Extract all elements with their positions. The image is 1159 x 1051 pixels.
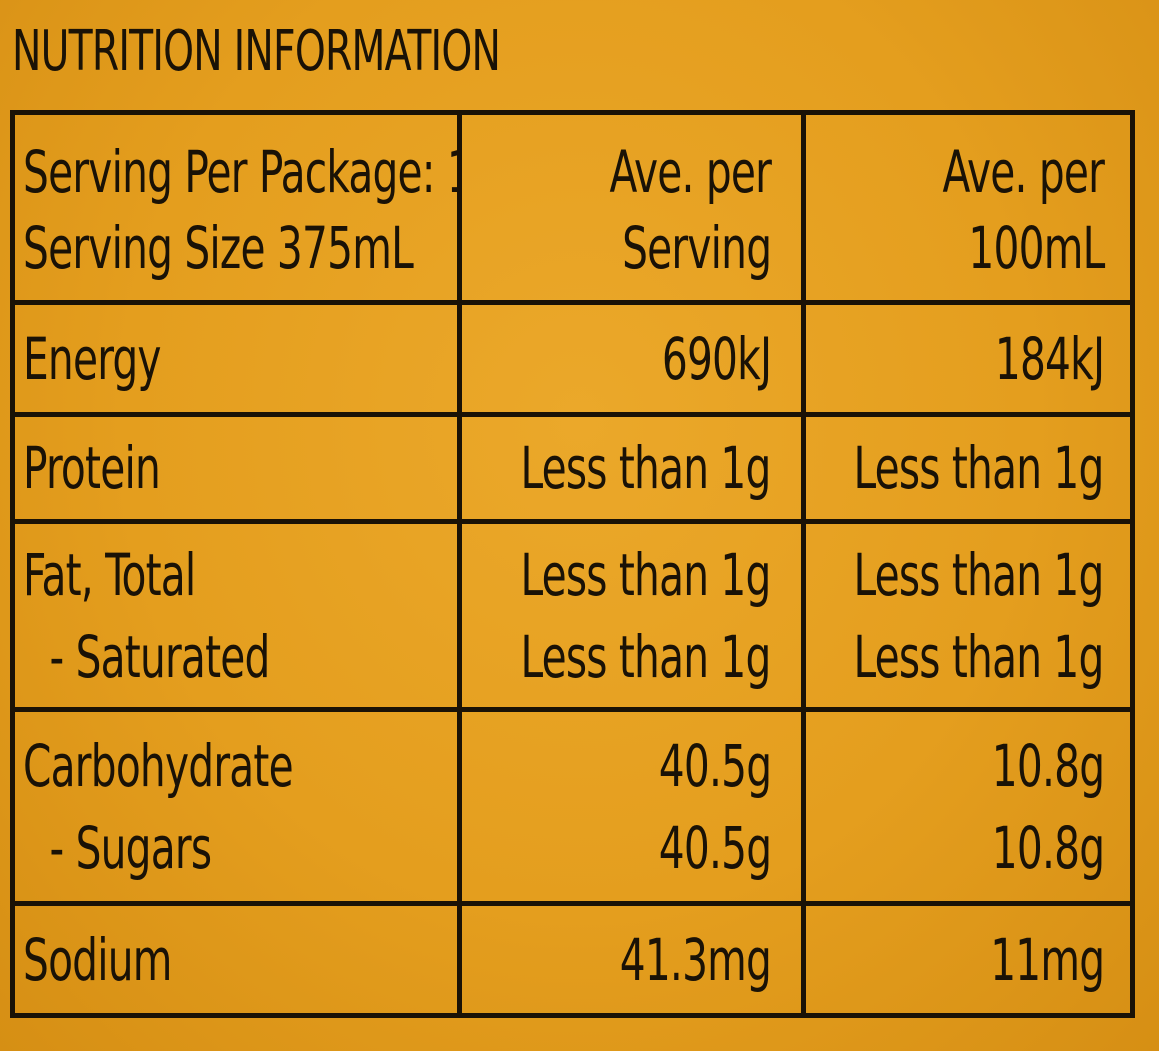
row-divider	[15, 300, 1130, 305]
sugars-per-serving: 40.5g	[658, 813, 771, 882]
row-label: Sodium	[23, 925, 172, 994]
fat-label-cell: Fat, Total - Saturated	[15, 524, 457, 707]
row-divider	[15, 707, 1130, 712]
column-divider	[457, 115, 462, 1013]
saturated-per-100ml: Less than 1g	[853, 622, 1105, 691]
protein-label-cell: Protein	[15, 417, 457, 519]
serving-info-cell: Serving Per Package: 1 Serving Size 375m…	[15, 120, 457, 300]
carbohydrate-per-serving: 40.5g	[658, 731, 771, 800]
header-text: Serving	[621, 214, 772, 282]
row-sublabel: - Sugars	[49, 813, 213, 882]
column-header-per-serving: Ave. per Serving	[462, 120, 801, 300]
protein-per-serving: Less than 1g	[520, 434, 772, 502]
row-label: Fat, Total	[23, 540, 196, 609]
fat-per-serving-cell: Less than 1g Less than 1g	[462, 524, 801, 707]
row-sublabel: - Saturated	[49, 622, 271, 691]
carbohydrate-per-100ml-cell: 10.8g 10.8g	[806, 712, 1130, 901]
row-divider	[15, 412, 1130, 417]
energy-per-serving-cell: 690kJ	[462, 305, 801, 412]
fat-per-100ml-cell: Less than 1g Less than 1g	[806, 524, 1130, 707]
nutrition-table: Serving Per Package: 1 Serving Size 375m…	[10, 110, 1135, 1018]
row-label: Energy	[23, 324, 162, 393]
sodium-per-serving: 41.3mg	[619, 925, 772, 994]
row-divider	[15, 901, 1130, 906]
row-divider	[15, 519, 1130, 524]
header-text: Ave. per	[609, 138, 771, 206]
carbohydrate-label-cell: Carbohydrate - Sugars	[15, 712, 457, 901]
sodium-per-100ml: 11mg	[989, 925, 1105, 994]
energy-label-cell: Energy	[15, 305, 457, 412]
protein-per-100ml: Less than 1g	[853, 434, 1105, 502]
sodium-per-serving-cell: 41.3mg	[462, 906, 801, 1013]
serving-size: Serving Size 375mL	[23, 214, 414, 282]
fat-total-per-100ml: Less than 1g	[853, 540, 1105, 609]
row-label: Carbohydrate	[23, 731, 294, 800]
fat-total-per-serving: Less than 1g	[520, 540, 772, 609]
energy-per-100ml-cell: 184kJ	[806, 305, 1130, 412]
servings-per-package: Serving Per Package: 1	[23, 138, 457, 206]
protein-per-100ml-cell: Less than 1g	[806, 417, 1130, 519]
energy-per-100ml: 184kJ	[994, 324, 1105, 393]
sodium-label-cell: Sodium	[15, 906, 457, 1013]
energy-per-serving: 690kJ	[661, 324, 772, 393]
carbohydrate-per-serving-cell: 40.5g 40.5g	[462, 712, 801, 901]
column-header-per-100ml: Ave. per 100mL	[806, 120, 1130, 300]
sodium-per-100ml-cell: 11mg	[806, 906, 1130, 1013]
panel-title: NUTRITION INFORMATION	[12, 19, 501, 84]
sugars-per-100ml: 10.8g	[991, 813, 1104, 882]
header-text: 100mL	[967, 214, 1105, 282]
column-divider	[801, 115, 806, 1013]
carbohydrate-per-100ml: 10.8g	[991, 731, 1104, 800]
protein-per-serving-cell: Less than 1g	[462, 417, 801, 519]
saturated-per-serving: Less than 1g	[520, 622, 772, 691]
header-text: Ave. per	[942, 138, 1104, 206]
row-label: Protein	[23, 434, 161, 502]
